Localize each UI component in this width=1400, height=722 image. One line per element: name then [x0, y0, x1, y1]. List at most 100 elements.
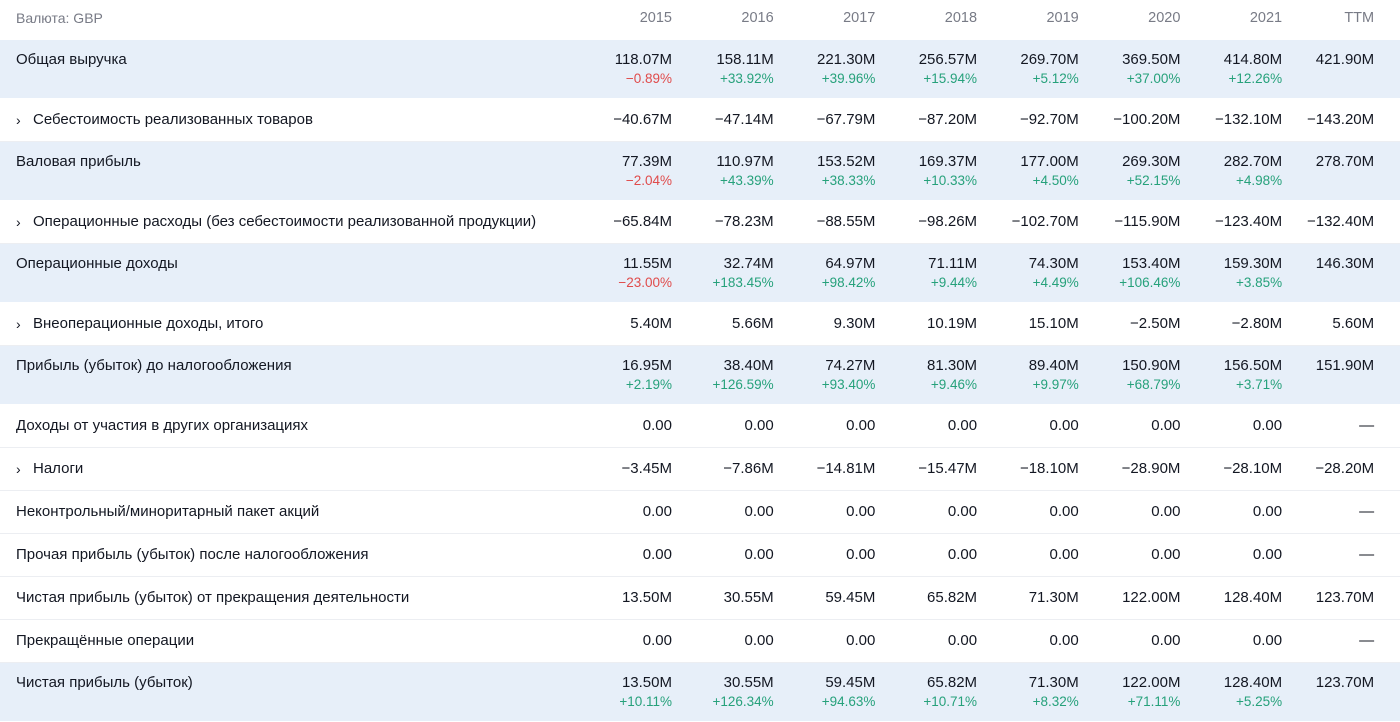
- change-percent: +68.79%: [1126, 377, 1181, 392]
- value-cell: −88.55M: [774, 213, 876, 231]
- value-text: −14.81M: [816, 460, 876, 477]
- change-percent: +10.33%: [923, 173, 978, 188]
- value-text: 0.00: [744, 417, 774, 434]
- value-text: −3.45M: [621, 460, 672, 477]
- value-cell: —: [1282, 632, 1390, 650]
- value-cell: 71.30M: [977, 589, 1079, 607]
- value-cell: 269.70M +5.12%: [977, 51, 1079, 87]
- value-cell: 122.00M +71.11%: [1079, 674, 1181, 710]
- value-text: 0.00: [642, 417, 672, 434]
- value-cell: −15.47M: [875, 460, 977, 478]
- change-percent: +37.00%: [1126, 71, 1181, 86]
- change-percent: +9.97%: [1032, 377, 1079, 392]
- value-text: 0.00: [846, 503, 876, 520]
- value-cell: 5.66M: [672, 315, 774, 333]
- value-text: 0.00: [744, 632, 774, 649]
- value-text: −132.40M: [1306, 213, 1375, 230]
- value-text: 71.30M: [1028, 589, 1079, 606]
- value-text: 77.39M: [621, 153, 672, 170]
- value-cell: 0.00: [672, 417, 774, 435]
- table-row[interactable]: › Налоги −3.45M −7.86M −14.81M −15.47M −18.10M…: [0, 448, 1400, 491]
- row-label-text: Прибыль (убыток) до налогообложения: [16, 357, 292, 374]
- value-cell: —: [1282, 546, 1390, 564]
- value-text: −100.20M: [1113, 111, 1181, 128]
- year-header-2017: 2017: [843, 10, 876, 26]
- value-text: 0.00: [1049, 503, 1079, 520]
- table-row[interactable]: › Себестоимость реализованных товаров −40.…: [0, 99, 1400, 142]
- row-label-text: Чистая прибыль (убыток): [16, 674, 193, 691]
- value-cell: 153.52M +38.33%: [774, 153, 875, 189]
- change-percent: +39.96%: [821, 71, 876, 86]
- row-label-text: Прочая прибыль (убыток) после налогообло…: [16, 546, 369, 563]
- value-text: 269.70M: [1020, 51, 1079, 68]
- value-cell: 0.00: [977, 417, 1079, 435]
- value-text: −78.23M: [714, 213, 774, 230]
- row-values: 0.00 0.00 0.00 0.00 0.00 0.00 0.00 —: [576, 417, 1390, 435]
- value-cell: 169.37M +10.33%: [875, 153, 977, 189]
- value-cell: 177.00M +4.50%: [977, 153, 1079, 189]
- value-text: 0.00: [744, 546, 774, 563]
- year-headers: 2015 2016 2017 2018 2019 2020 2021 TTM: [576, 9, 1390, 27]
- value-text: 421.90M: [1315, 51, 1375, 68]
- chevron-right-icon[interactable]: ›: [16, 112, 21, 128]
- change-percent: +4.50%: [1032, 173, 1079, 188]
- value-text: 59.45M: [825, 674, 876, 691]
- year-header-2015: 2015: [639, 10, 672, 26]
- value-cell: 0.00: [977, 546, 1079, 564]
- value-text: 30.55M: [723, 674, 774, 691]
- row-label: Чистая прибыль (убыток): [0, 674, 576, 692]
- value-cell: 0.00: [875, 417, 977, 435]
- value-cell: 0.00: [1079, 503, 1180, 521]
- value-cell: 123.70M: [1282, 674, 1390, 710]
- change-percent: −0.89%: [625, 71, 672, 86]
- table-row[interactable]: › Операционные расходы (без себестоимости…: [0, 201, 1400, 244]
- value-cell: 0.00: [774, 503, 876, 521]
- change-percent: +5.25%: [1235, 694, 1283, 709]
- row-label-text: Налоги: [33, 460, 84, 477]
- row-label: › Себестоимость реализованных товаров: [0, 111, 576, 129]
- value-text: 177.00M: [1020, 153, 1079, 170]
- value-text: 30.55M: [723, 589, 774, 606]
- value-cell: 81.30M +9.46%: [875, 357, 977, 393]
- value-cell: 16.95M +2.19%: [576, 357, 672, 393]
- value-text: −115.90M: [1114, 213, 1181, 230]
- value-cell: 256.57M +15.94%: [875, 51, 977, 87]
- value-text: 123.70M: [1315, 674, 1375, 691]
- value-cell: 278.70M: [1282, 153, 1390, 189]
- value-text: 0.00: [1049, 417, 1079, 434]
- value-cell: 0.00: [576, 632, 672, 650]
- value-text: 5.66M: [731, 315, 774, 332]
- value-text: 81.30M: [927, 357, 978, 374]
- change-percent: +71.11%: [1127, 694, 1181, 709]
- chevron-right-icon[interactable]: ›: [16, 461, 21, 477]
- row-label-text: Операционные расходы (без себестоимости …: [33, 213, 537, 230]
- row-label-text: Прекращённые операции: [16, 632, 195, 649]
- change-percent: −2.04%: [625, 173, 672, 188]
- chevron-right-icon[interactable]: ›: [16, 214, 21, 230]
- value-cell: 153.40M +106.46%: [1079, 255, 1181, 291]
- value-text: 71.30M: [1028, 674, 1079, 691]
- value-cell: 128.40M +5.25%: [1180, 674, 1282, 710]
- row-label: Прочая прибыль (убыток) после налогообло…: [0, 546, 576, 564]
- row-values: 5.40M 5.66M 9.30M 10.19M 15.10M −2.50M −2.80M 5…: [576, 315, 1390, 333]
- row-values: 11.55M −23.00% 32.74M +183.45% 64.97M +98.42%…: [576, 255, 1390, 291]
- value-cell: 0.00: [875, 503, 977, 521]
- value-text: 122.00M: [1122, 674, 1181, 691]
- value-text: 0.00: [846, 417, 876, 434]
- value-text: 15.10M: [1028, 315, 1079, 332]
- value-cell: —: [1282, 503, 1390, 521]
- value-cell: 10.19M: [875, 315, 977, 333]
- table-row[interactable]: › Внеоперационные доходы, итого 5.40M 5.66M…: [0, 303, 1400, 346]
- value-cell: 122.00M: [1079, 589, 1180, 607]
- value-text: 151.90M: [1315, 357, 1375, 374]
- chevron-right-icon[interactable]: ›: [16, 316, 21, 332]
- value-text: 59.45M: [825, 589, 876, 606]
- change-percent: +98.42%: [821, 275, 876, 290]
- value-cell: 0.00: [977, 503, 1079, 521]
- change-percent: +33.92%: [720, 71, 774, 86]
- change-percent: +106.46%: [1119, 275, 1181, 290]
- value-text: −28.10M: [1223, 460, 1283, 477]
- value-cell: 414.80M +12.26%: [1180, 51, 1282, 87]
- value-text: 65.82M: [927, 589, 978, 606]
- table-row: Чистая прибыль (убыток) 13.50M +10.11% 30.5…: [0, 663, 1400, 722]
